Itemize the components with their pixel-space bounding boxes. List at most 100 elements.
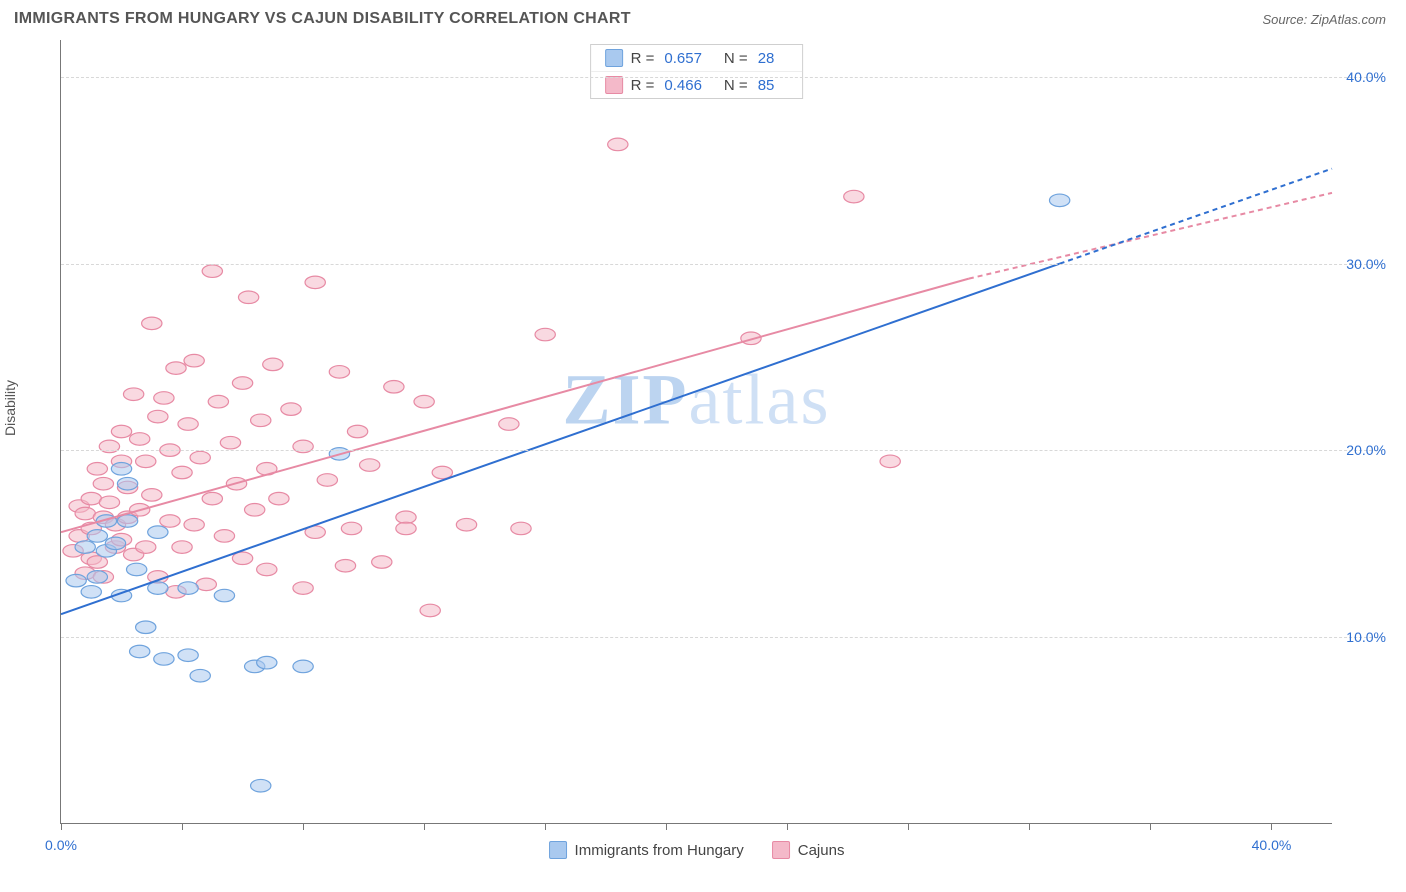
data-point [81,586,101,599]
data-point [384,380,404,393]
regression-line [61,279,969,533]
data-point [208,395,228,408]
x-tick [424,823,425,830]
r-value-cajuns: 0.466 [664,77,702,94]
x-tick [908,823,909,830]
x-tick [1150,823,1151,830]
data-point [305,276,325,289]
swatch-hungary [549,841,567,859]
data-point [202,492,222,505]
data-point [178,649,198,662]
data-point [148,526,168,539]
chart-container: Disability ZIPatlas R = 0.657 N = 28 R =… [14,40,1392,872]
data-point [238,291,258,304]
data-point [178,582,198,595]
x-tick [666,823,667,830]
legend-item-hungary: Immigrants from Hungary [549,841,744,859]
data-point [105,537,125,550]
data-point [87,530,107,543]
data-point [87,556,107,569]
data-point [317,474,337,487]
data-point [117,477,137,490]
data-point [257,563,277,576]
data-point [126,563,146,576]
y-tick-label: 30.0% [1346,256,1386,272]
legend-label-hungary: Immigrants from Hungary [575,842,744,859]
data-point [142,317,162,330]
data-point [75,541,95,554]
data-point [293,660,313,673]
data-point [202,265,222,278]
x-tick [545,823,546,830]
gridline [61,637,1382,638]
data-point [608,138,628,151]
legend-row-cajuns: R = 0.466 N = 85 [591,71,803,98]
data-point [172,541,192,554]
x-tick [61,823,62,830]
data-point [511,522,531,535]
x-tick-label: 0.0% [45,837,77,853]
data-point [130,433,150,446]
data-point [148,410,168,423]
data-point [196,578,216,591]
data-point [335,559,355,572]
data-point [263,358,283,371]
data-point [111,463,131,476]
n-value-hungary: 28 [758,50,775,67]
data-point [257,656,277,669]
x-tick [182,823,183,830]
data-point [123,388,143,401]
regression-extrapolated [1060,169,1332,264]
data-point [81,492,101,505]
r-value-hungary: 0.657 [664,50,702,67]
data-point [360,459,380,472]
data-point [245,504,265,517]
data-point [190,669,210,682]
gridline [61,77,1382,78]
data-point [372,556,392,569]
gridline [61,264,1382,265]
data-point [154,392,174,405]
x-tick [1029,823,1030,830]
data-point [456,518,476,531]
data-point [214,589,234,602]
legend-label-cajuns: Cajuns [798,842,845,859]
data-point [130,645,150,658]
data-point [136,621,156,634]
data-point [184,354,204,367]
data-point [535,328,555,341]
data-point [329,366,349,379]
data-point [420,604,440,617]
y-axis-label: Disability [2,380,18,436]
n-label: N = [724,77,748,94]
data-point [166,362,186,375]
chart-title: IMMIGRANTS FROM HUNGARY VS CAJUN DISABIL… [14,10,631,28]
x-tick [787,823,788,830]
data-point [154,653,174,666]
data-point [232,377,252,390]
data-point [75,507,95,520]
data-point [136,455,156,468]
data-point [293,582,313,595]
data-point [251,414,271,427]
regression-line [61,264,1060,614]
legend-item-cajuns: Cajuns [772,841,845,859]
r-label: R = [631,50,655,67]
data-point [269,492,289,505]
data-point [66,574,86,587]
data-point [99,496,119,509]
swatch-cajuns [605,76,623,94]
data-point [190,451,210,464]
data-point [396,522,416,535]
data-point [880,455,900,468]
data-point [341,522,361,535]
data-point [414,395,434,408]
data-point [184,518,204,531]
data-point [87,463,107,476]
data-point [111,425,131,438]
x-tick-label: 40.0% [1252,837,1292,853]
data-point [844,190,864,203]
data-point [172,466,192,479]
y-tick-label: 10.0% [1346,629,1386,645]
source-label: Source: ZipAtlas.com [1262,12,1386,27]
